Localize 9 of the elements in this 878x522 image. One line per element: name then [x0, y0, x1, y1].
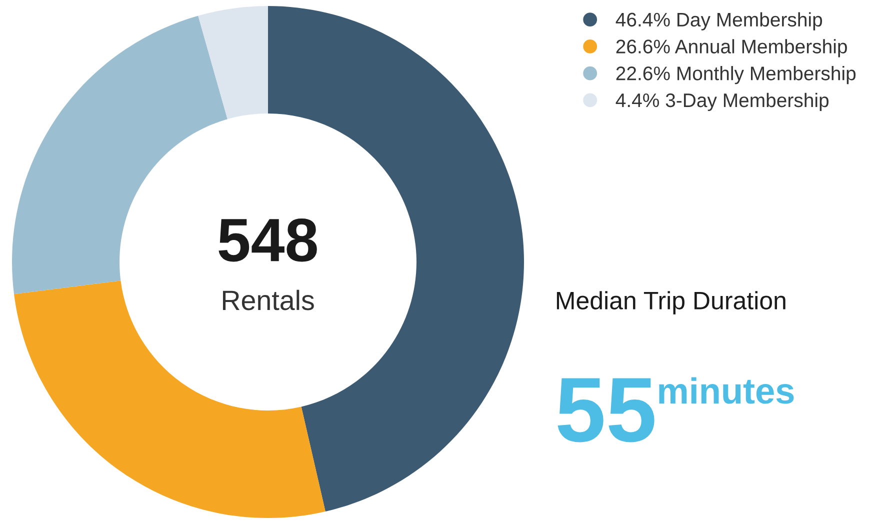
legend-label: 46.4% Day Membership	[616, 12, 822, 30]
text: 55	[558, 378, 654, 442]
legend-label: 4.4% 3-Day Membership	[616, 92, 829, 112]
legend-label: 22.6% Monthly Membership	[616, 66, 856, 84]
text: minutes	[659, 377, 794, 404]
text: Median Trip Duration	[556, 291, 786, 314]
text: Rentals	[222, 290, 314, 310]
legend-label: 26.6% Annual Membership	[616, 39, 847, 58]
text: 548	[218, 218, 317, 262]
